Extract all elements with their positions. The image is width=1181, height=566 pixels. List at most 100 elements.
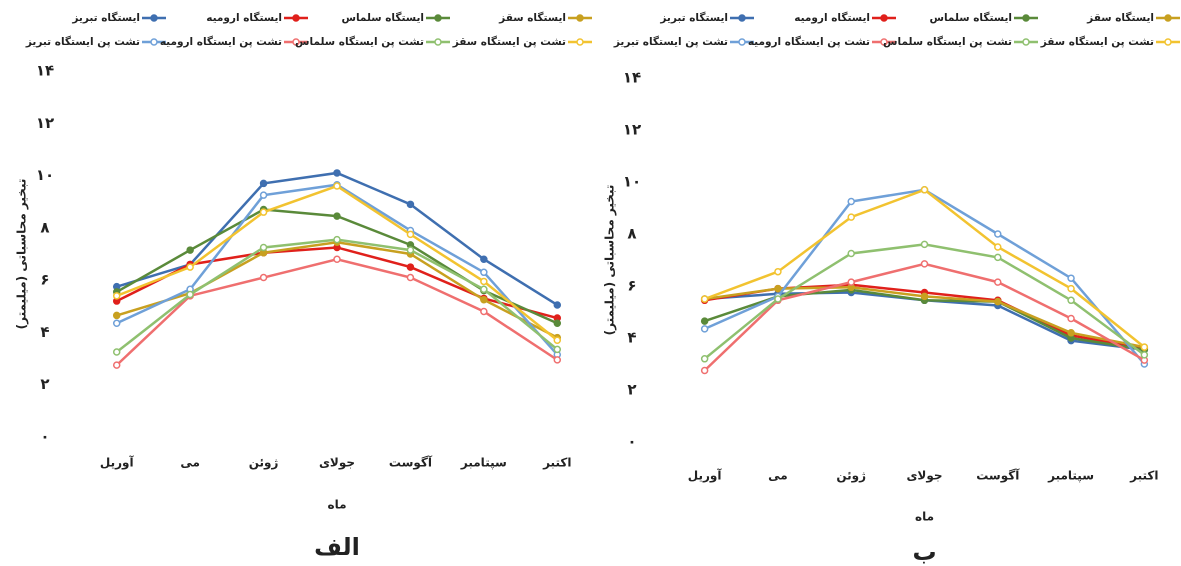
data-point xyxy=(1067,274,1075,282)
legend-label: ایستگاه ارومیه xyxy=(206,11,282,24)
legend-marker xyxy=(738,38,746,46)
x-tick-label: آگوست xyxy=(389,455,433,471)
data-point xyxy=(480,296,488,304)
x-tick-label: ژوئن xyxy=(249,456,279,471)
data-point xyxy=(700,366,709,375)
data-point xyxy=(480,268,488,277)
legend-marker xyxy=(1022,14,1030,22)
data-point xyxy=(774,284,782,293)
data-point xyxy=(920,260,929,268)
data-point xyxy=(700,325,709,333)
data-point xyxy=(994,230,1002,238)
data-point xyxy=(406,246,415,254)
legend-marker xyxy=(1164,38,1172,46)
x-tick-label: آوریل xyxy=(100,455,135,471)
legend-marker xyxy=(150,38,158,46)
data-point xyxy=(480,277,488,286)
y-tick-label: ۶ xyxy=(627,277,636,295)
data-point xyxy=(847,213,855,221)
y-tick-label: ۱۴ xyxy=(36,62,54,80)
legend-marker xyxy=(1164,14,1172,22)
legend-marker xyxy=(738,14,746,22)
y-tick-label: ۲ xyxy=(627,381,636,399)
legend-label: ایستگاه سقز xyxy=(498,11,566,24)
data-point xyxy=(186,246,194,254)
data-point xyxy=(406,273,415,282)
y-tick-label: ۱۰ xyxy=(623,173,641,191)
legend-marker xyxy=(292,38,300,46)
data-point xyxy=(333,212,341,220)
data-point xyxy=(406,230,415,239)
chart: ۰ ۲ ۴ ۶ ۸ ۱۰ ۱۲ ۱۴ آوریل می ژوئن جولای آگوست سپتامبر ا… xyxy=(15,11,592,561)
legend-label: ایستگاه سقز xyxy=(1086,11,1154,24)
data-point xyxy=(259,273,268,282)
series-line xyxy=(703,262,1145,372)
y-tick-label: ۱۰ xyxy=(36,166,54,184)
y-tick-label: ۱۴ xyxy=(623,69,641,87)
data-point xyxy=(1067,314,1075,323)
chart: ۰ ۲ ۴ ۶ ۸ ۱۰ ۱۲ ۱۴ آوریل می ژوئن جولای آگوست سپتامبر ا… xyxy=(603,11,1180,566)
legend-label: تشت پن ایستگاه سقز xyxy=(452,35,566,48)
legend-marker xyxy=(434,14,442,22)
y-tick-label: ۶ xyxy=(40,271,49,289)
data-point xyxy=(847,249,855,258)
data-point xyxy=(112,361,121,369)
legend-marker xyxy=(292,14,300,22)
data-point xyxy=(774,267,782,276)
data-point xyxy=(259,243,268,252)
data-point xyxy=(259,208,268,216)
data-point xyxy=(333,169,341,177)
data-point xyxy=(186,290,194,299)
y-tick-label: ۰ xyxy=(40,428,49,446)
legend-label: تشت پن ایستگاه تبریز xyxy=(613,35,728,48)
data-point xyxy=(480,285,488,294)
x-axis-label: ماه xyxy=(327,498,346,512)
legend-label: تشت پن ایستگاه تبریز xyxy=(25,35,140,48)
legend-label: ایستگاه ارومیه xyxy=(794,11,870,24)
data-point xyxy=(480,255,488,263)
data-point xyxy=(920,240,929,249)
legend-marker xyxy=(576,38,584,46)
data-point xyxy=(333,255,341,263)
data-point xyxy=(333,235,341,244)
data-point xyxy=(994,297,1002,306)
data-point xyxy=(920,292,929,301)
y-tick-label: ۱۲ xyxy=(36,114,54,132)
data-point xyxy=(112,319,121,328)
data-point xyxy=(920,186,929,194)
data-point xyxy=(774,295,782,303)
x-tick-label: اکتبر xyxy=(1129,469,1158,483)
series-line xyxy=(115,257,558,367)
y-tick-label: ۰ xyxy=(627,433,636,451)
legend-label: تشت پن ایستگاه سلماس xyxy=(883,35,1012,48)
data-point xyxy=(553,356,562,364)
data-point xyxy=(406,200,415,209)
data-point xyxy=(1140,351,1149,359)
x-tick-label: آوریل xyxy=(688,468,723,484)
x-axis-label: ماه xyxy=(915,510,934,524)
data-point xyxy=(847,197,855,206)
x-tick-label: سپتامبر xyxy=(1047,469,1094,483)
data-point xyxy=(259,191,268,199)
data-point xyxy=(994,278,1002,286)
legend-marker xyxy=(880,38,888,46)
x-tick-label: اکتبر xyxy=(542,456,571,470)
legend-label: تشت پن ایستگاه ارومیه xyxy=(748,35,870,48)
legend-marker xyxy=(434,38,442,46)
data-point xyxy=(700,295,709,303)
data-point xyxy=(847,278,855,286)
data-point xyxy=(186,263,194,271)
y-axis-label: تبخیر محاسباتی (میلیمتر) xyxy=(15,179,29,330)
legend-marker xyxy=(880,14,888,22)
x-tick-label: سپتامبر xyxy=(460,456,507,470)
x-tick-label: می xyxy=(768,469,788,483)
data-point xyxy=(700,317,709,325)
legend-label: ایستگاه سلماس xyxy=(342,11,425,24)
data-point xyxy=(553,301,562,309)
x-tick-label: می xyxy=(180,456,200,470)
data-point xyxy=(1067,296,1075,305)
data-point xyxy=(406,263,415,271)
data-point xyxy=(112,292,121,300)
y-tick-label: ۸ xyxy=(40,218,49,236)
